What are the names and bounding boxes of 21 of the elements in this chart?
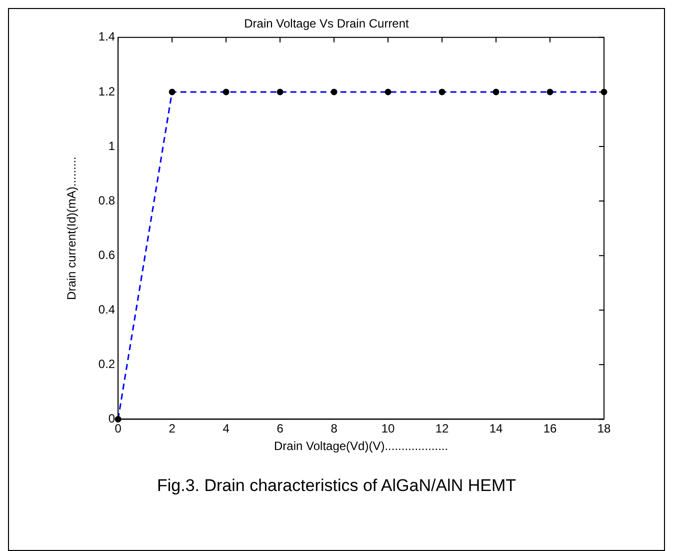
y-tick-label: 0.6: [98, 248, 116, 262]
x-tick-label: 12: [435, 422, 450, 436]
x-tick-label: 18: [597, 422, 611, 436]
y-axis-title: Drain current(Id)(mA).........: [64, 156, 79, 300]
y-tick-label: 1: [108, 138, 116, 153]
x-tick-label: 2: [168, 422, 176, 436]
chart-title: Drain Voltage Vs Drain Current: [244, 16, 410, 31]
y-tick-label: 0.8: [98, 193, 116, 208]
x-tick-label: 16: [543, 422, 558, 436]
y-tick-label: 1.4: [98, 30, 116, 44]
y-tick-label: 0.2: [98, 356, 116, 371]
caption: Fig.3. Drain characteristics of AlGaN/AlN HEMT: [156, 476, 517, 496]
x-tick-label: 8: [330, 422, 338, 436]
y-tick-label: 0: [108, 412, 116, 426]
x-tick-label: 6: [276, 422, 284, 436]
x-tick-label: 14: [489, 422, 504, 436]
x-tick-label: 4: [222, 422, 230, 436]
x-tick-label: 10: [381, 422, 396, 436]
y-tick-label: 1.2: [98, 84, 116, 98]
y-tick-label: 0.4: [98, 302, 116, 316]
x-axis-title: Drain Voltage(Vd)(V)...................: [274, 439, 448, 454]
